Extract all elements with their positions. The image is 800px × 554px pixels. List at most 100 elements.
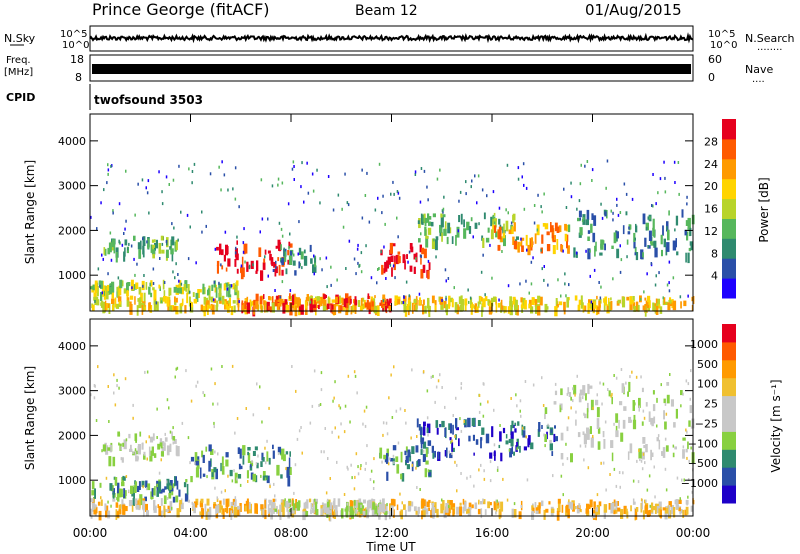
data-cell (262, 457, 265, 462)
data-cell (523, 426, 526, 430)
nsky-right-tick-bottom: 10^0 (710, 40, 737, 51)
data-cell (267, 250, 271, 254)
data-cell (323, 294, 326, 299)
data-cell (493, 212, 496, 216)
data-cell (525, 435, 527, 439)
data-cell (274, 508, 277, 512)
data-cell (516, 404, 518, 408)
data-cell (528, 291, 530, 295)
data-cell (577, 505, 581, 512)
data-cell (595, 507, 598, 512)
data-cell (347, 203, 350, 207)
data-cell (506, 163, 509, 167)
data-cell (221, 295, 225, 305)
data-cell (104, 285, 108, 292)
data-cell (378, 503, 383, 513)
data-cell (565, 442, 567, 446)
data-cell (572, 503, 575, 512)
data-cell (481, 306, 483, 317)
data-cell (664, 402, 667, 406)
data-cell (570, 195, 573, 199)
data-cell (407, 260, 409, 264)
data-cell (193, 501, 198, 508)
data-cell (617, 507, 621, 512)
data-cell (495, 218, 497, 228)
data-cell (672, 276, 675, 280)
data-cell (118, 488, 122, 498)
data-cell (159, 489, 163, 494)
data-cell (343, 305, 345, 312)
data-cell (641, 467, 644, 471)
data-cell (91, 481, 95, 490)
data-cell (591, 168, 594, 172)
data-cell (366, 444, 368, 448)
data-cell (102, 444, 106, 452)
data-cell (582, 396, 584, 400)
data-cell (599, 381, 601, 385)
data-cell (609, 473, 611, 476)
data-cell (392, 243, 396, 247)
data-cell (629, 296, 633, 305)
data-cell (686, 195, 688, 199)
data-cell (368, 220, 371, 224)
data-cell (455, 234, 457, 246)
data-cell (162, 279, 165, 290)
data-cell (643, 290, 645, 294)
data-cell (168, 287, 172, 296)
data-cell (354, 296, 357, 302)
data-cell (260, 305, 263, 311)
data-cell (478, 222, 480, 226)
data-cell (231, 479, 234, 483)
data-cell (327, 175, 330, 178)
data-cell (241, 303, 245, 311)
data-cell (341, 508, 344, 519)
data-cell (565, 504, 569, 513)
data-cell (493, 408, 495, 412)
data-cell (459, 417, 461, 421)
data-cell (500, 501, 504, 512)
data-cell (444, 221, 447, 229)
data-cell (127, 297, 130, 303)
data-cell (277, 302, 280, 310)
data-cell (449, 453, 453, 459)
data-cell (484, 296, 488, 302)
data-cell (655, 274, 657, 278)
data-cell (573, 247, 576, 258)
data-cell (132, 451, 134, 455)
data-cell (384, 305, 387, 312)
data-cell (312, 304, 316, 308)
data-cell (196, 456, 200, 462)
data-cell (184, 305, 187, 314)
data-cell (645, 226, 648, 231)
data-cell (426, 501, 430, 508)
data-cell (418, 292, 421, 296)
data-cell (356, 247, 359, 251)
data-cell (293, 178, 295, 181)
data-cell (274, 299, 278, 307)
data-cell (172, 441, 174, 445)
data-cell (277, 452, 280, 456)
data-cell (306, 499, 309, 509)
data-cell (195, 460, 199, 466)
data-cell (135, 504, 139, 510)
data-cell (690, 505, 694, 512)
data-cell (566, 457, 569, 461)
data-cell (468, 300, 470, 304)
data-cell (647, 295, 651, 303)
data-cell (592, 435, 594, 438)
data-cell (630, 419, 632, 423)
data-cell (412, 302, 414, 314)
data-cell (171, 251, 174, 262)
data-cell (667, 229, 670, 241)
data-cell (137, 444, 141, 455)
data-cell (280, 502, 285, 511)
data-cell (355, 272, 357, 276)
data-cell (152, 244, 155, 248)
data-cell (664, 301, 668, 305)
data-cell (148, 435, 150, 439)
data-cell (137, 298, 141, 302)
data-cell (595, 305, 598, 316)
data-cell (227, 188, 229, 192)
data-cell (145, 282, 148, 290)
data-cell (161, 441, 165, 447)
